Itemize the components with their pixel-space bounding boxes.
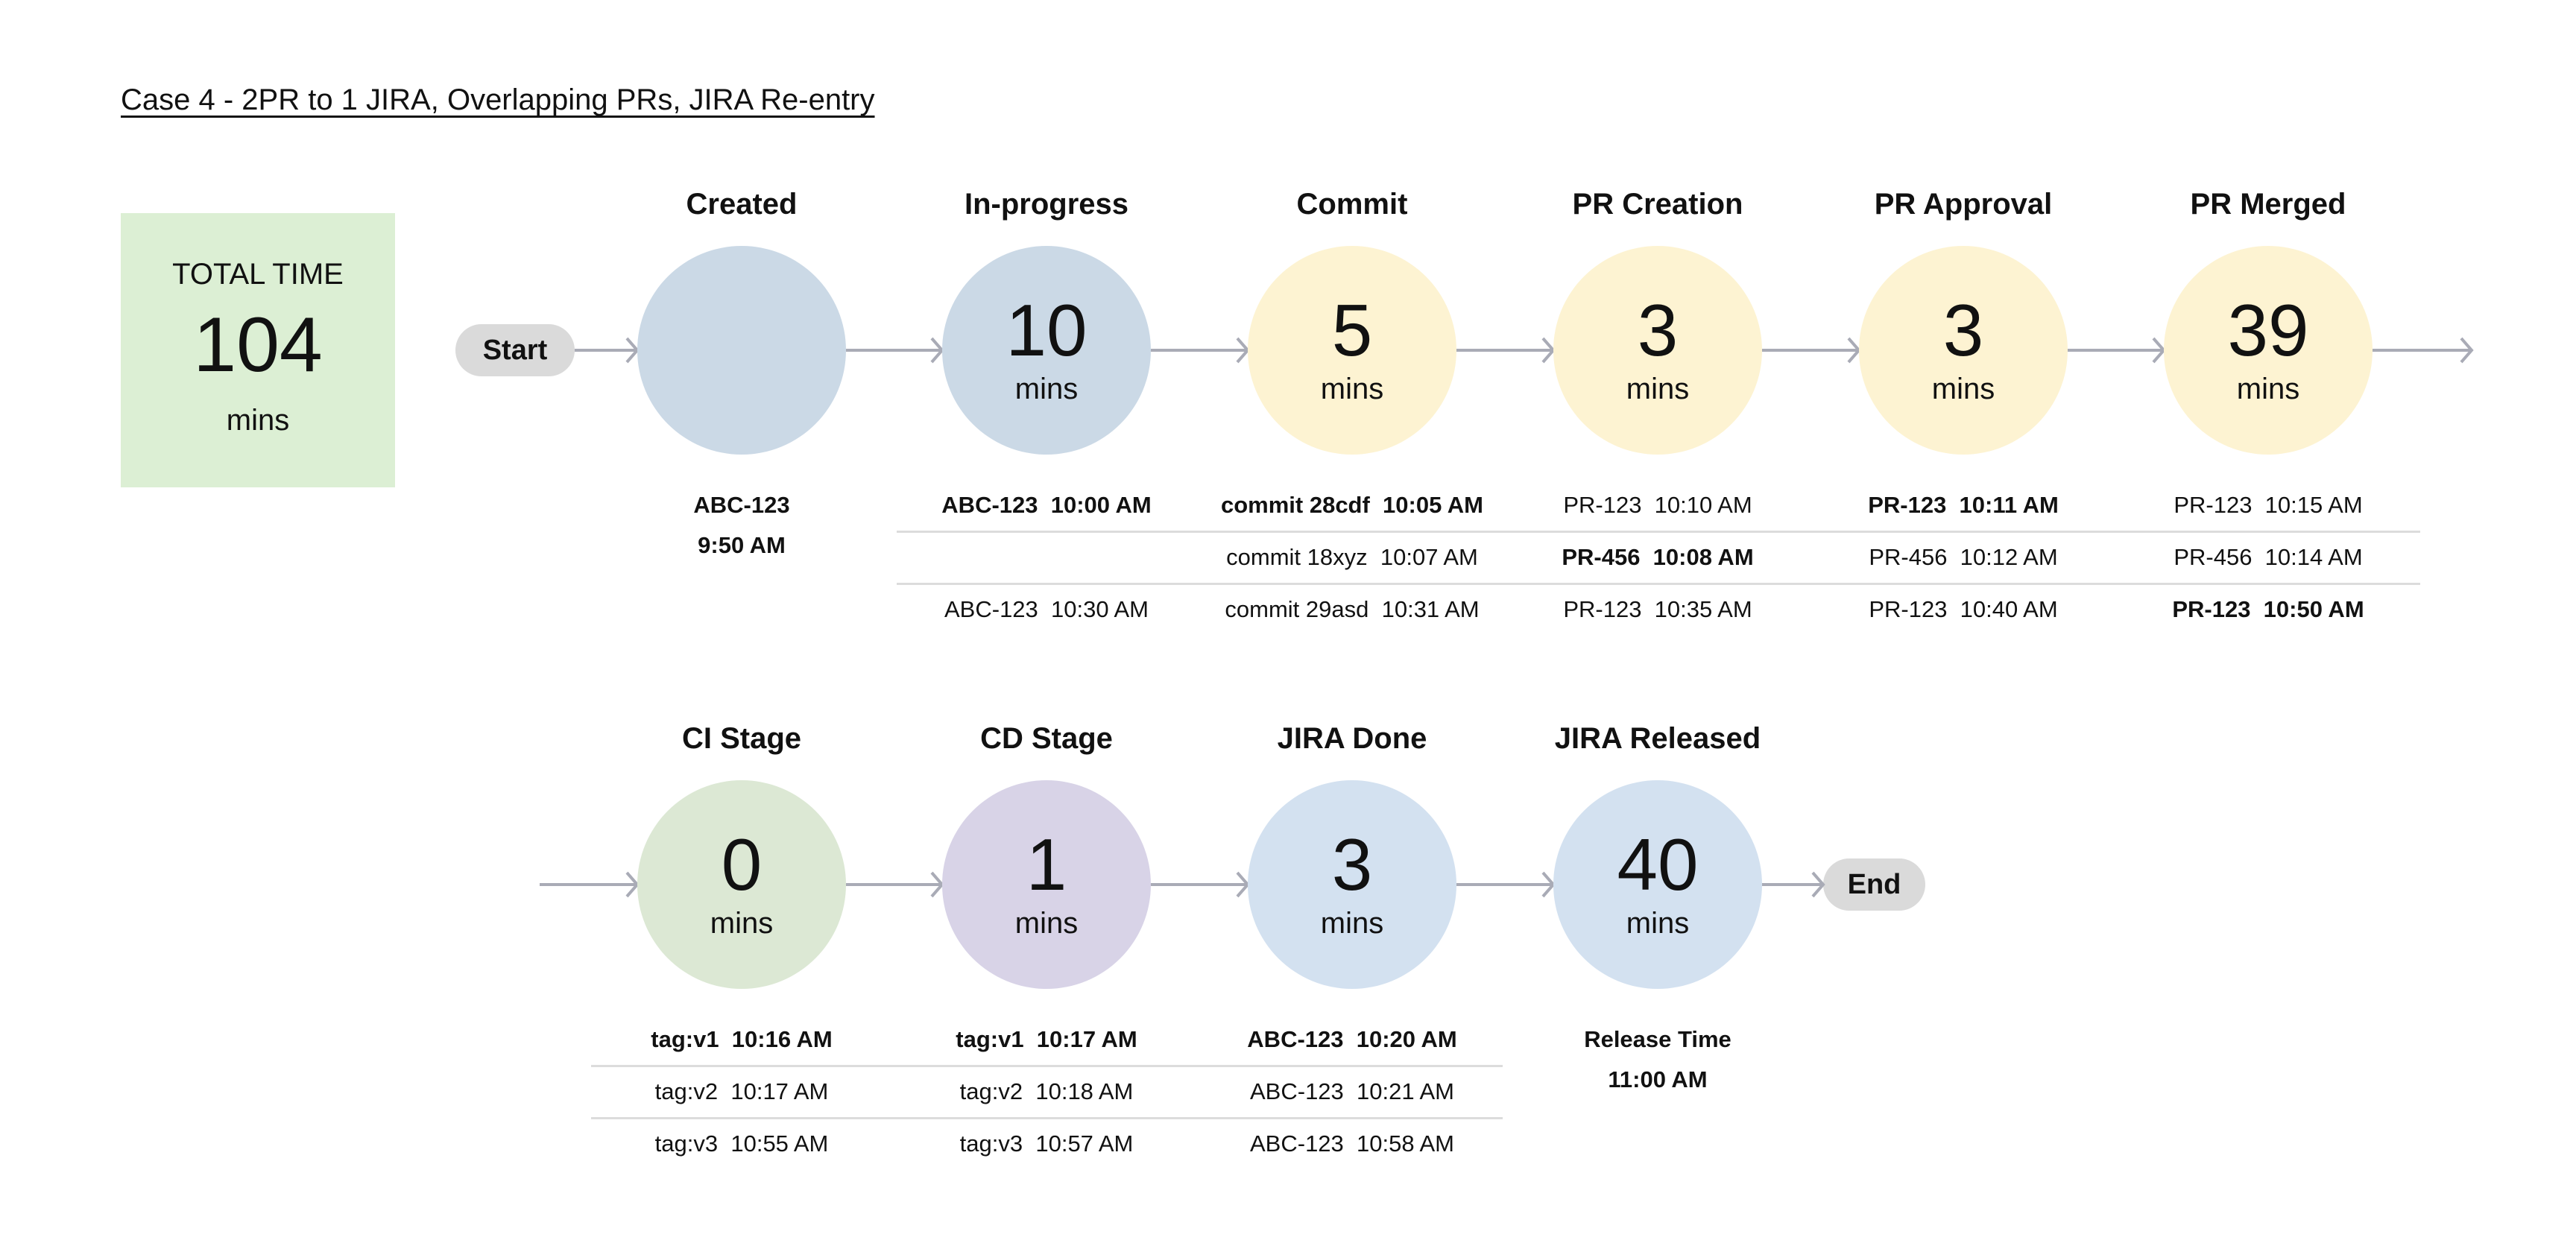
stage-entry: PR-123 10:40 AM: [1869, 596, 2058, 622]
table-separator: [897, 583, 2420, 585]
stage-duration-unit: mins: [1320, 373, 1384, 405]
stage-circle: 39 mins: [2164, 246, 2373, 455]
stage-detail-line: ABC-123: [693, 492, 790, 518]
stage-entry: ABC-123 10:58 AM: [1250, 1130, 1454, 1157]
stage-entry: PR-123 10:50 AM: [2172, 596, 2364, 622]
stage-entry: PR-456 10:12 AM: [1869, 544, 2058, 570]
stage-label: JIRA Released: [1554, 722, 1761, 755]
stage-duration-unit: mins: [1626, 373, 1690, 405]
stage-entry: ABC-123 10:30 AM: [944, 596, 1149, 622]
stage-detail-line: Release Time: [1584, 1026, 1731, 1052]
stage-label: CD Stage: [980, 722, 1113, 755]
arrow: [1151, 337, 1250, 364]
arrow: [1456, 337, 1556, 364]
stage-label: Created: [686, 188, 798, 221]
start-node: Start: [455, 324, 575, 376]
stage-circle: 3 mins: [1859, 246, 2068, 455]
stage-circle: 3 mins: [1553, 246, 1762, 455]
stage-entry: tag:v3 10:57 AM: [959, 1130, 1134, 1157]
arrow: [2373, 337, 2474, 364]
stage-duration: 0: [721, 823, 763, 905]
stage-entry: tag:v2 10:17 AM: [654, 1078, 829, 1104]
stage-label: In-progress: [964, 188, 1129, 221]
stage-entry: commit 29asd 10:31 AM: [1225, 596, 1480, 622]
stage-entry: PR-123 10:11 AM: [1868, 492, 2059, 518]
stage-circle: 1 mins: [942, 780, 1151, 989]
stage-entry: PR-456 10:14 AM: [2174, 544, 2363, 570]
stage-entry: PR-456 10:08 AM: [1562, 544, 1754, 570]
stage-circle: 5 mins: [1248, 246, 1456, 455]
total-time-unit: mins: [226, 404, 290, 437]
stage-duration: 3: [1637, 289, 1679, 371]
arrow: [1762, 337, 1861, 364]
stage-circle: 40 mins: [1553, 780, 1762, 989]
stage-entry: tag:v3 10:55 AM: [654, 1130, 829, 1157]
stage-label: CI Stage: [681, 722, 802, 755]
stage-duration: 1: [1026, 823, 1067, 905]
stage-entry: tag:v1 10:17 AM: [956, 1026, 1137, 1052]
arrow: [846, 871, 944, 898]
page-title: Case 4 - 2PR to 1 JIRA, Overlapping PRs,…: [121, 83, 875, 116]
stage-entry: tag:v1 10:16 AM: [651, 1026, 833, 1052]
stage-duration: 3: [1942, 289, 1984, 371]
stage-duration-unit: mins: [1626, 907, 1690, 940]
stage-circle: 3 mins: [1248, 780, 1456, 989]
stage-entry: tag:v2 10:18 AM: [959, 1078, 1134, 1104]
stage-duration-unit: mins: [1014, 373, 1079, 405]
stage-duration-unit: mins: [710, 907, 774, 940]
arrow: [540, 871, 640, 898]
end-node: End: [1823, 858, 1925, 911]
stage-circle: [637, 246, 846, 455]
stage-entry: PR-123 10:10 AM: [1563, 492, 1752, 518]
stage-circle: 0 mins: [637, 780, 846, 989]
stage-duration-unit: mins: [2236, 373, 2300, 405]
table-separator: [591, 1117, 1503, 1119]
stage-entry: ABC-123 10:21 AM: [1250, 1078, 1454, 1104]
arrow: [1456, 871, 1556, 898]
stage-entry: ABC-123 10:20 AM: [1247, 1026, 1457, 1052]
arrow: [846, 337, 944, 364]
stage-duration: 5: [1331, 289, 1373, 371]
total-time-card: TOTAL TIME 104 mins: [121, 213, 395, 487]
stage-detail-line: 9:50 AM: [698, 532, 786, 558]
stage-label: JIRA Done: [1277, 722, 1427, 755]
stage-label: PR Merged: [2190, 188, 2346, 221]
stage-entry: commit 28cdf 10:05 AM: [1220, 492, 1484, 518]
stage-duration-unit: mins: [1320, 907, 1384, 940]
stage-entry: commit 18xyz 10:07 AM: [1226, 544, 1478, 570]
stage-circle: 10 mins: [942, 246, 1151, 455]
stage-label: PR Creation: [1572, 188, 1743, 221]
table-separator: [591, 1065, 1503, 1067]
table-separator: [897, 531, 2420, 533]
stage-entry: PR-123 10:35 AM: [1563, 596, 1752, 622]
stage-entry: ABC-123 10:00 AM: [941, 492, 1152, 518]
stage-duration-unit: mins: [1931, 373, 1995, 405]
arrow: [2068, 337, 2166, 364]
stage-duration-unit: mins: [1014, 907, 1079, 940]
stage-duration: 3: [1331, 823, 1373, 905]
arrow: [1151, 871, 1250, 898]
total-time-label: TOTAL TIME: [172, 258, 344, 291]
stage-detail-line: 11:00 AM: [1608, 1066, 1708, 1092]
arrow: [1762, 871, 1825, 898]
stage-duration: 10: [1006, 289, 1087, 371]
stage-duration: 40: [1617, 823, 1699, 905]
total-time-value: 104: [193, 302, 323, 388]
stage-entry: PR-123 10:15 AM: [2174, 492, 2363, 518]
stage-label: PR Approval: [1874, 188, 2053, 221]
arrow: [575, 337, 640, 364]
stage-duration: 39: [2227, 289, 2309, 371]
stage-label: Commit: [1296, 188, 1408, 221]
